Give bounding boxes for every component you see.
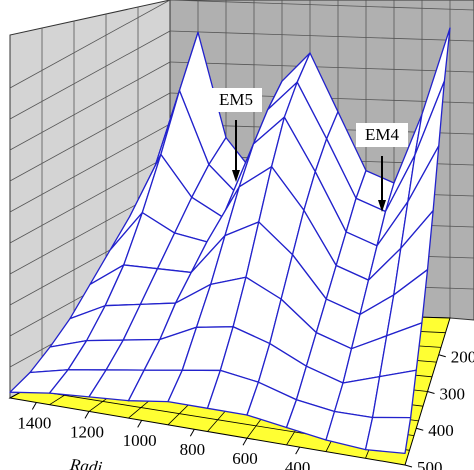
x-tick (137, 420, 143, 428)
y-tick-label: 300 (440, 384, 466, 403)
annotation-box (210, 88, 262, 112)
wall-line (9, 92, 171, 182)
y-tick (404, 464, 413, 468)
y-tick-label: 500 (417, 458, 443, 470)
y-tick (416, 427, 424, 431)
y-tick (427, 391, 435, 394)
surface-cell (364, 416, 412, 455)
x-tick-label: 600 (232, 449, 258, 468)
surface-cell (371, 369, 417, 419)
wall-line (9, 30, 171, 120)
x-tick-label: 1400 (17, 413, 51, 432)
arrow-head (232, 170, 240, 182)
annotation: EM4 (365, 125, 400, 144)
wall-line (9, 61, 171, 151)
labels: 1400 1200 1000 800 600 400 200 300 400 500 Radi EM5… (17, 88, 474, 470)
x-tick (84, 411, 90, 419)
wall-line (9, 123, 171, 213)
wall-line (169, 61, 474, 73)
x-tick-label: 1200 (70, 422, 104, 441)
annotation-box (356, 123, 408, 147)
x-tick-label: 400 (285, 458, 311, 470)
annotation: EM5 (219, 90, 253, 109)
y-tick-label: 200 (451, 348, 474, 367)
arrow-head (378, 200, 386, 212)
x-tick (295, 446, 301, 455)
y-tick (438, 354, 446, 358)
wall-line (9, 154, 171, 244)
y-tick-label: 400 (428, 421, 454, 440)
wall-line (9, 0, 171, 89)
x-tick-label: 1000 (123, 431, 157, 450)
wall-line (169, 0, 474, 11)
wall-line (169, 30, 474, 42)
surface (9, 27, 451, 455)
x-tick (189, 429, 195, 437)
x-tick (242, 437, 248, 446)
x-axis-label: Radi (68, 455, 103, 470)
x-tick (31, 402, 37, 410)
x-tick-label: 800 (180, 440, 206, 459)
